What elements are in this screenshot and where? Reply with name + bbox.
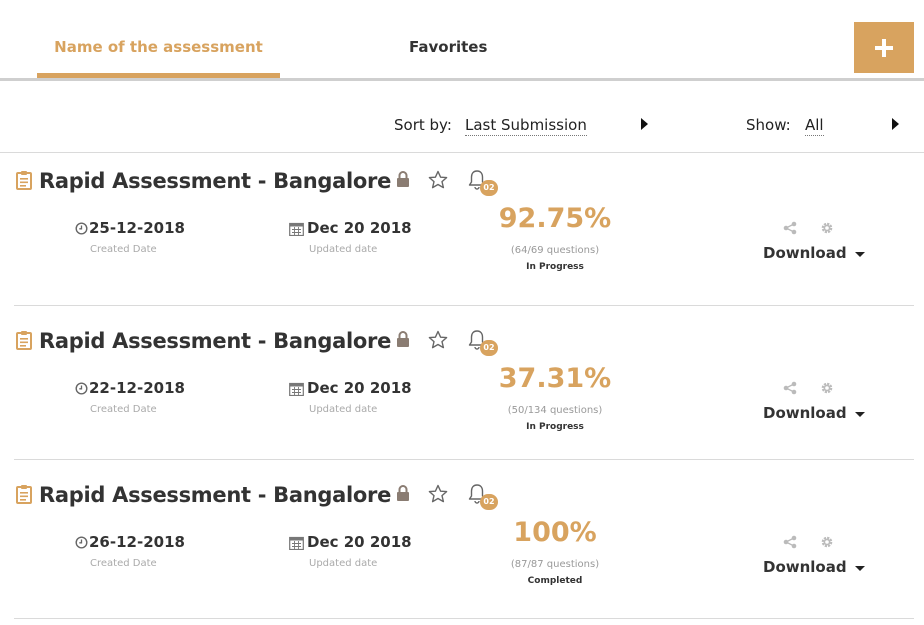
- download-caret-down-icon[interactable]: [855, 412, 865, 417]
- share-icon[interactable]: [783, 535, 797, 549]
- completion-percent: 100%: [513, 517, 597, 548]
- star-icon[interactable]: [428, 170, 448, 190]
- notification-badge: 02: [480, 180, 498, 196]
- clock-icon: [75, 382, 88, 395]
- tab-favorites[interactable]: Favorites: [409, 38, 488, 56]
- download-button[interactable]: Download: [763, 244, 847, 262]
- clock-icon: [75, 536, 88, 549]
- sort-by-select[interactable]: Last Submission: [465, 116, 587, 136]
- assessment-card: Rapid Assessment - Bangalore 02 25-12-20…: [0, 153, 924, 303]
- card-divider: [14, 305, 914, 306]
- download-caret-down-icon[interactable]: [855, 566, 865, 571]
- question-count: (50/134 questions): [507, 405, 603, 416]
- assessment-title[interactable]: Rapid Assessment - Bangalore: [39, 329, 392, 353]
- bell-icon[interactable]: [467, 169, 487, 191]
- clock-icon: [75, 222, 88, 235]
- calendar-icon: [289, 382, 304, 396]
- bell-icon[interactable]: [467, 329, 487, 351]
- lock-icon: [397, 331, 409, 347]
- clipboard-icon: [16, 485, 32, 504]
- assessment-title[interactable]: Rapid Assessment - Bangalore: [39, 483, 392, 507]
- add-assessment-button[interactable]: [854, 22, 914, 73]
- sort-filter-bar: Sort by: Last Submission Show: All: [0, 108, 924, 144]
- tab-name-of-assessment[interactable]: Name of the assessment: [54, 38, 263, 56]
- created-date: 22-12-2018: [89, 379, 185, 397]
- status-text: In Progress: [526, 262, 584, 272]
- status-text: Completed: [527, 576, 583, 586]
- assessment-title[interactable]: Rapid Assessment - Bangalore: [39, 169, 392, 193]
- show-select[interactable]: All: [805, 116, 824, 136]
- download-button[interactable]: Download: [763, 558, 847, 576]
- status-text: In Progress: [526, 422, 584, 432]
- clipboard-icon: [16, 171, 32, 190]
- list-top-divider: [0, 152, 924, 153]
- created-date-label: Created Date: [90, 404, 157, 415]
- bell-icon[interactable]: [467, 483, 487, 505]
- question-count: (64/69 questions): [510, 245, 600, 256]
- clipboard-icon: [16, 331, 32, 350]
- lock-icon: [397, 485, 409, 501]
- card-divider: [14, 459, 914, 460]
- gear-icon[interactable]: [820, 381, 834, 395]
- gear-icon[interactable]: [820, 221, 834, 235]
- created-date: 26-12-2018: [89, 533, 185, 551]
- created-date-label: Created Date: [90, 558, 157, 569]
- share-icon[interactable]: [783, 381, 797, 395]
- created-date-label: Created Date: [90, 244, 157, 255]
- created-date: 25-12-2018: [89, 219, 185, 237]
- calendar-icon: [289, 222, 304, 236]
- star-icon[interactable]: [428, 330, 448, 350]
- card-divider: [14, 618, 914, 619]
- updated-date: Dec 20 2018: [307, 379, 412, 397]
- tab-bar: Name of the assessment Favorites: [0, 0, 924, 82]
- download-button[interactable]: Download: [763, 404, 847, 422]
- completion-percent: 92.75%: [498, 203, 612, 234]
- sort-by-label: Sort by:: [394, 116, 452, 134]
- show-label: Show:: [746, 116, 791, 134]
- tab-bar-divider: [0, 78, 924, 81]
- gear-icon[interactable]: [820, 535, 834, 549]
- completion-percent: 37.31%: [498, 363, 612, 394]
- show-caret-right-icon[interactable]: [892, 118, 899, 130]
- assessment-card: Rapid Assessment - Bangalore 02 26-12-20…: [0, 467, 924, 617]
- active-tab-indicator: [37, 73, 280, 78]
- calendar-icon: [289, 536, 304, 550]
- updated-date-label: Updated date: [309, 404, 378, 415]
- updated-date: Dec 20 2018: [307, 533, 412, 551]
- sort-caret-right-icon[interactable]: [641, 118, 648, 130]
- question-count: (87/87 questions): [510, 559, 600, 570]
- share-icon[interactable]: [783, 221, 797, 235]
- lock-icon: [397, 171, 409, 187]
- updated-date: Dec 20 2018: [307, 219, 412, 237]
- plus-icon: [854, 22, 914, 73]
- assessment-card: Rapid Assessment - Bangalore 02 22-12-20…: [0, 313, 924, 463]
- notification-badge: 02: [480, 494, 498, 510]
- star-icon[interactable]: [428, 484, 448, 504]
- updated-date-label: Updated date: [309, 244, 378, 255]
- notification-badge: 02: [480, 340, 498, 356]
- download-caret-down-icon[interactable]: [855, 252, 865, 257]
- updated-date-label: Updated date: [309, 558, 378, 569]
